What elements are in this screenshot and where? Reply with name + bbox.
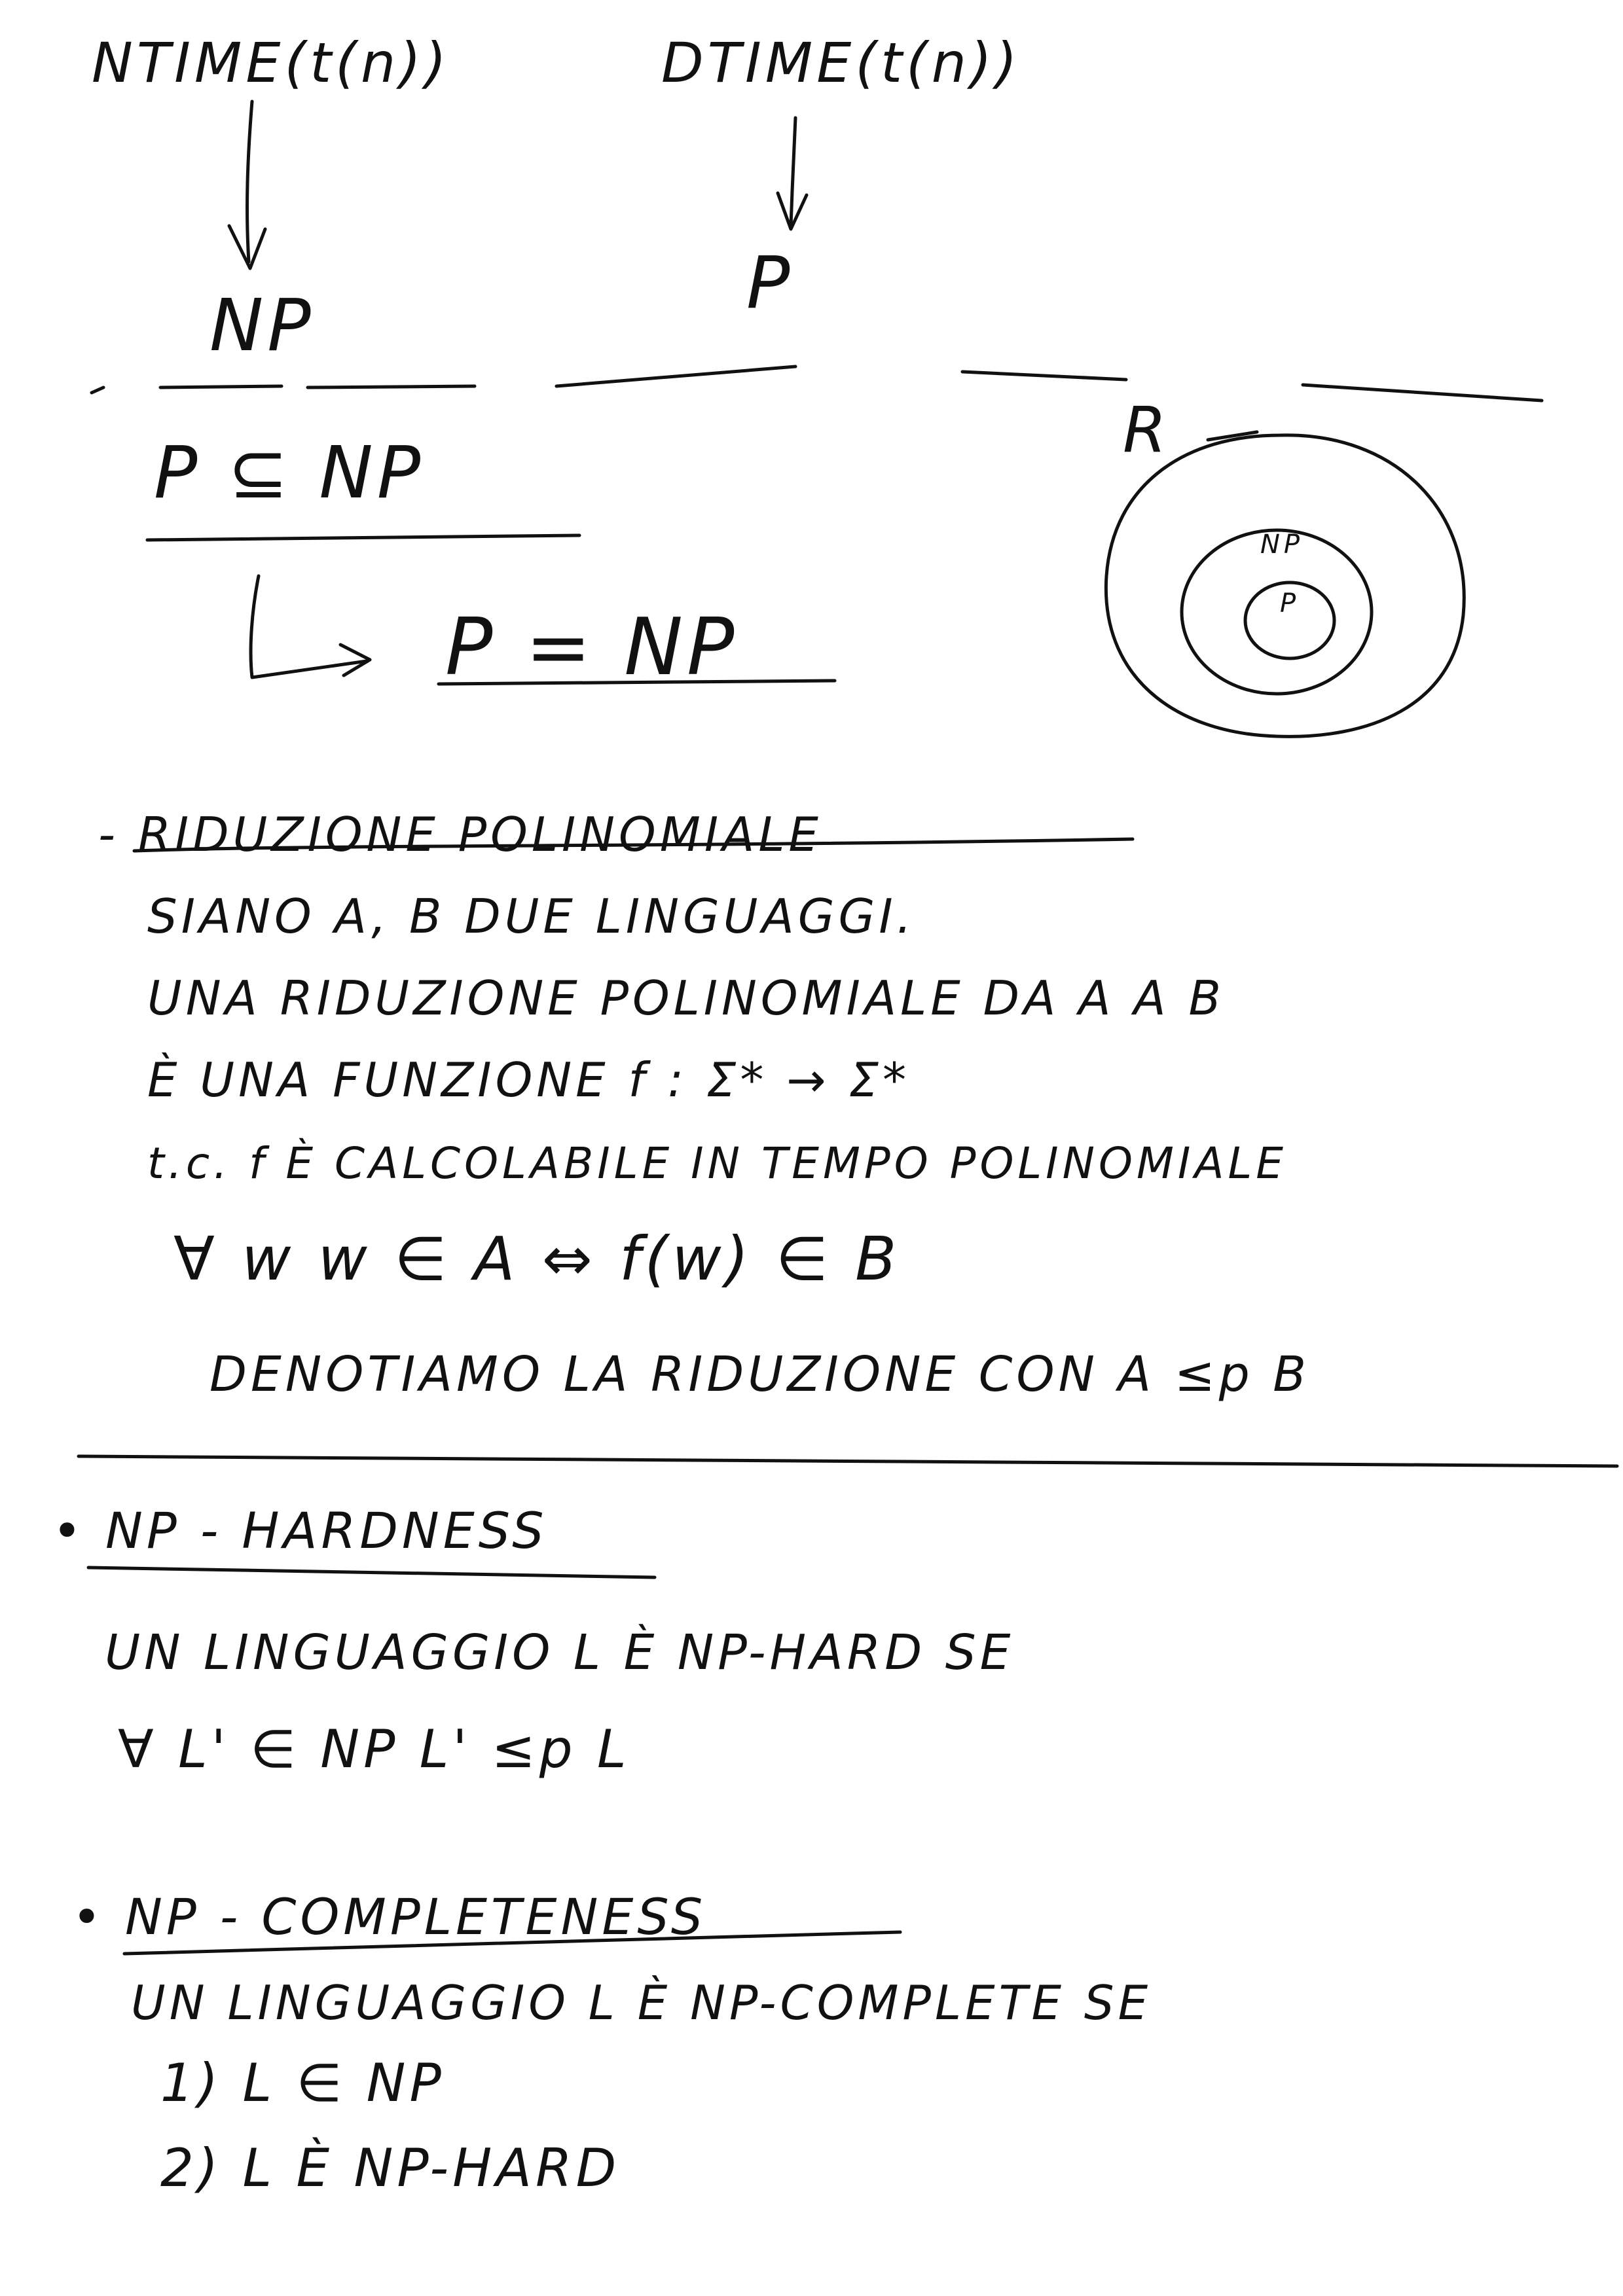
np-set-label: NP <box>1260 529 1304 560</box>
reduction-condition: ∀ w w ∈ A ⇔ f(w) ∈ B <box>173 1224 900 1294</box>
np-hardness-title: • NP - HARDNESS <box>52 1501 548 1560</box>
reduction-notation: DENOTIAMO LA RIDUZIONE CON A ≤p B <box>210 1346 1310 1403</box>
np-completeness-item-2: 2) L È NP-HARD <box>160 2137 620 2198</box>
np-completeness-title: • NP - COMPLETENESS <box>72 1888 706 1946</box>
arrow-dtime-to-p-icon <box>776 116 809 231</box>
reduction-line-2: UNA RIDUZIONE POLINOMIALE DA A A B <box>147 971 1225 1026</box>
np-completeness-item-1: 1) L ∈ NP <box>160 2053 445 2113</box>
section-separator <box>77 1454 1619 1468</box>
np-label: NP <box>210 283 315 367</box>
implication-arrow-icon <box>249 574 372 679</box>
reduction-line-1: SIANO A, B DUE LINGUAGGI. <box>147 889 915 944</box>
reduction-title-underline <box>132 837 1135 853</box>
pnp-question: P = NP <box>445 602 738 693</box>
dtime-label: DTIME(t(n)) <box>661 31 1021 95</box>
np-completeness-line-1: UN LINGUAGGIO L È NP-COMPLETE SE <box>131 1975 1152 2030</box>
top-separator <box>90 365 1544 403</box>
reduction-line-4: t.c. f È CALCOLABILE IN TEMPO POLINOMIAL… <box>147 1138 1287 1189</box>
reduction-line-3: È UNA FUNZIONE f : Σ* → Σ* <box>147 1052 910 1107</box>
r-set-label: R <box>1123 393 1171 467</box>
p-set-outline <box>1243 581 1336 660</box>
reduction-title: - RIDUZIONE POLINOMIALE <box>98 807 822 862</box>
r-pointer-arrow-icon <box>1206 430 1259 442</box>
np-set-outline <box>1180 528 1374 696</box>
complexity-classes-diagram: R NP P <box>1104 393 1466 738</box>
np-completeness-underline <box>122 1930 902 1956</box>
p-label: P <box>746 241 793 325</box>
arrow-ntime-to-np-icon <box>227 99 267 270</box>
inclusion-relation: P ⊆ NP <box>154 431 424 514</box>
np-hardness-underline <box>86 1566 657 1579</box>
np-hardness-line-1: UN LINGUAGGIO L È NP-HARD SE <box>105 1623 1014 1681</box>
pnp-underline <box>437 679 837 686</box>
inclusion-underline <box>145 533 581 542</box>
np-hardness-line-2: ∀ L' ∈ NP L' ≤p L <box>118 1719 630 1780</box>
p-set-label: P <box>1280 588 1300 619</box>
ntime-label: NTIME(t(n)) <box>92 31 450 95</box>
r-set-outline <box>1104 433 1466 738</box>
